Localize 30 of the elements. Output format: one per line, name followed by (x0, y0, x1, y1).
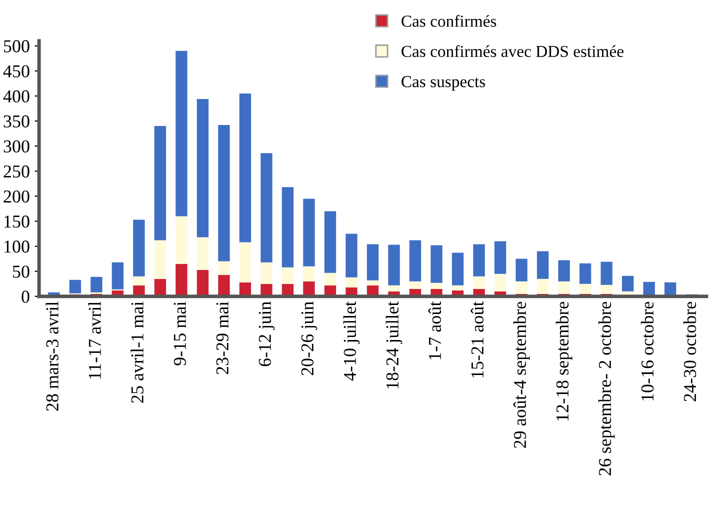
x-tick-label: 6-12 juin (258, 302, 275, 366)
legend-label: Cas confirmés avec DDS estimée (402, 45, 624, 58)
x-tick-label: 12-18 septembre (556, 302, 572, 420)
x-tick-label: 4-10 juillet (343, 301, 360, 381)
y-tick-label: 50 (13, 266, 30, 278)
y-tick-label: 400 (3, 90, 30, 102)
x-tick-label: 24-30 octobre (683, 302, 696, 402)
y-tick-label: 350 (4, 115, 30, 128)
x-tick-label: 20-26 juin (301, 302, 318, 376)
x-tick-label: 18-24 juillet (386, 301, 402, 388)
y-tick-label: 300 (4, 140, 30, 153)
y-tick-label: 150 (4, 215, 30, 228)
x-tick-label: 23-29 mai (216, 302, 228, 374)
x-tick-label: 26 septembre- 2 octobre (598, 302, 615, 476)
x-tick-label: 9-15 mai (174, 302, 186, 366)
x-tick-label: 15-21 août (470, 301, 484, 378)
y-tick-label: 450 (3, 65, 30, 78)
y-tick-label: 100 (4, 240, 30, 253)
x-tick-label: 29 août-4 septembre (513, 302, 530, 448)
x-tick-label: 25 avril-1 mai (130, 302, 144, 403)
y-tick-label: 0 (22, 290, 30, 303)
legend-label: Cas suspects (402, 76, 486, 91)
y-tick-label: 250 (4, 165, 30, 178)
x-tick-label: 1-7 août (428, 301, 442, 360)
y-tick-label: 200 (4, 190, 30, 203)
y-tick-label: 500 (4, 40, 30, 52)
x-tick-label: 10-16 octobre (640, 302, 654, 400)
legend-label: Cas confirmés (402, 14, 496, 27)
x-tick-label: 28 mars-3 avril (46, 302, 58, 411)
x-tick-label: 11-17 avril (88, 302, 101, 379)
